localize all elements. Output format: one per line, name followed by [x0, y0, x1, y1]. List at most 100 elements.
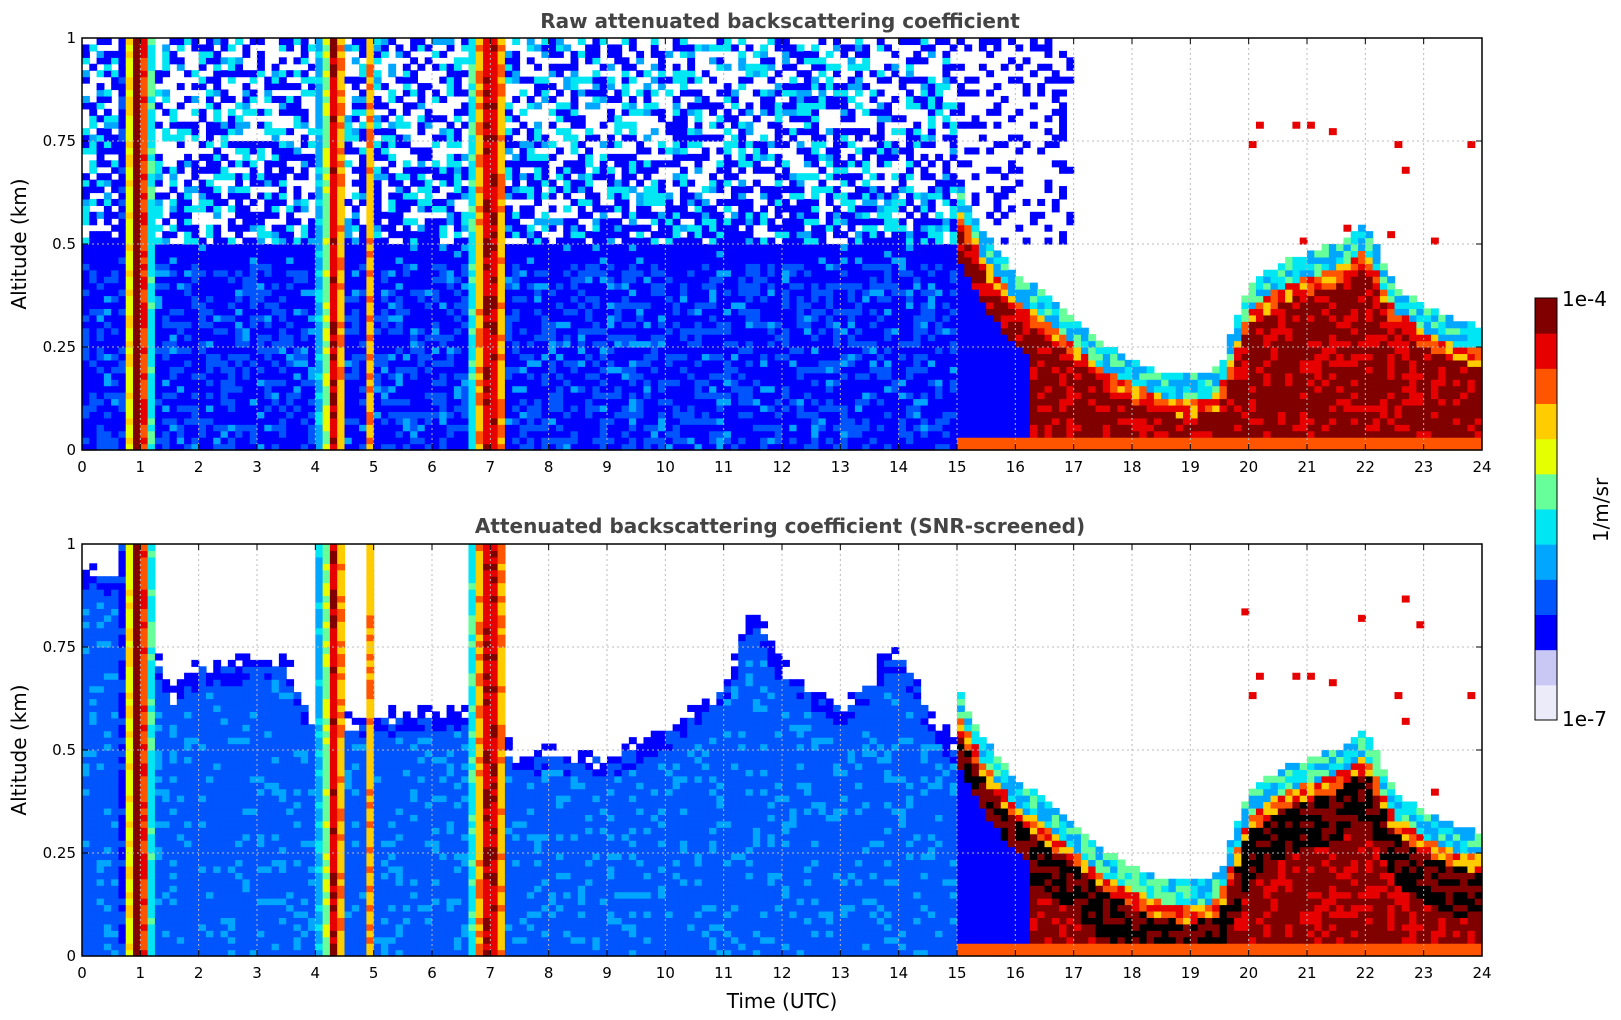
heatmap-cell [512, 76, 521, 84]
heatmap-cell [162, 89, 171, 97]
heatmap-cell [278, 160, 287, 168]
heatmap-cell [344, 128, 353, 136]
heatmap-cell [541, 327, 550, 335]
heatmap-cell [205, 141, 214, 149]
heatmap-cell [730, 211, 739, 219]
heatmap-cell [198, 308, 207, 316]
heatmap-cell [176, 128, 185, 136]
heatmap-cell [446, 192, 455, 200]
heatmap-cell [738, 50, 747, 58]
heatmap-cell [140, 411, 149, 419]
heatmap-cell [147, 57, 156, 65]
heatmap-cell [133, 83, 141, 91]
heatmap-cell [82, 269, 90, 277]
heatmap-cell [242, 347, 251, 355]
heatmap-cell [395, 334, 404, 342]
heatmap-cell [213, 353, 222, 361]
heatmap-cell [220, 424, 229, 432]
heatmap-cell [271, 76, 280, 84]
heatmap-cell [103, 108, 112, 116]
heatmap-cell [468, 218, 477, 226]
heatmap-cell [402, 372, 411, 380]
heatmap-cell [585, 334, 594, 342]
heatmap-cell [570, 385, 579, 393]
heatmap-cell [453, 392, 462, 400]
heatmap-cell [278, 147, 287, 155]
heatmap-cell [577, 366, 586, 374]
heatmap-cell [475, 353, 484, 361]
heatmap-cell [286, 430, 295, 438]
heatmap-cell [534, 359, 542, 367]
heatmap-cell [351, 256, 360, 264]
heatmap-cell [315, 327, 324, 335]
heatmap-cell [96, 128, 105, 136]
heatmap-cell [154, 372, 163, 380]
heatmap-cell [519, 379, 528, 387]
heatmap-cell [308, 334, 316, 342]
heatmap-cell [220, 121, 229, 129]
heatmap-cell [541, 211, 550, 219]
heatmap-cell [541, 411, 550, 419]
heatmap-cell [453, 327, 462, 335]
top-heatmap [82, 38, 1483, 451]
heatmap-cell [490, 256, 499, 264]
heatmap-cell [140, 276, 149, 284]
heatmap-cell [359, 353, 367, 361]
heatmap-cell [213, 398, 222, 406]
heatmap-cell [607, 366, 615, 374]
heatmap-cell [337, 102, 346, 110]
heatmap-cell [380, 385, 389, 393]
heatmap-cell [278, 379, 287, 387]
heatmap-cell [752, 256, 761, 264]
heatmap-cell [679, 38, 688, 46]
heatmap-cell [453, 430, 462, 438]
heatmap-cell [599, 379, 608, 387]
heatmap-cell [176, 417, 185, 425]
heatmap-cell [82, 398, 90, 406]
heatmap-cell [351, 437, 360, 445]
heatmap-cell [694, 430, 703, 438]
heatmap-cell [380, 269, 389, 277]
heatmap-cell [176, 353, 185, 361]
heatmap-cell [621, 134, 630, 142]
heatmap-cell [315, 186, 324, 194]
heatmap-cell [432, 173, 440, 181]
heatmap-cell [541, 218, 550, 226]
heatmap-cell [118, 334, 127, 342]
heatmap-cell [198, 44, 207, 52]
heatmap-cell [388, 211, 397, 219]
heatmap-cell [534, 63, 542, 71]
heatmap-cell [257, 256, 265, 264]
heatmap-cell [402, 269, 411, 277]
heatmap-cell [315, 411, 324, 419]
heatmap-cell [133, 121, 141, 129]
heatmap-cell [198, 340, 207, 348]
heatmap-cell [599, 256, 608, 264]
heatmap-cell [752, 301, 761, 309]
heatmap-cell [191, 269, 200, 277]
heatmap-cell [468, 128, 477, 136]
heatmap-cell [133, 250, 141, 258]
heatmap-cell [453, 308, 462, 316]
heatmap-cell [424, 244, 433, 252]
heatmap-cell [475, 334, 484, 342]
heatmap-cell [337, 128, 346, 136]
heatmap-cell [220, 128, 229, 136]
heatmap-cell [227, 95, 236, 103]
heatmap-cell [475, 269, 484, 277]
heatmap-cell [89, 301, 98, 309]
heatmap-cell [483, 276, 491, 284]
heatmap-cell [169, 327, 178, 335]
heatmap-cell [497, 411, 506, 419]
heatmap-cell [257, 340, 265, 348]
heatmap-cell [176, 392, 185, 400]
heatmap-cell [526, 276, 535, 284]
heatmap-cell [512, 314, 521, 322]
heatmap-cell [300, 430, 309, 438]
heatmap-cell [497, 70, 506, 78]
heatmap-cell [592, 321, 601, 329]
heatmap-cell [752, 89, 761, 97]
heatmap-cell [607, 108, 615, 116]
heatmap-cell [308, 282, 316, 290]
heatmap-cell [730, 186, 739, 194]
